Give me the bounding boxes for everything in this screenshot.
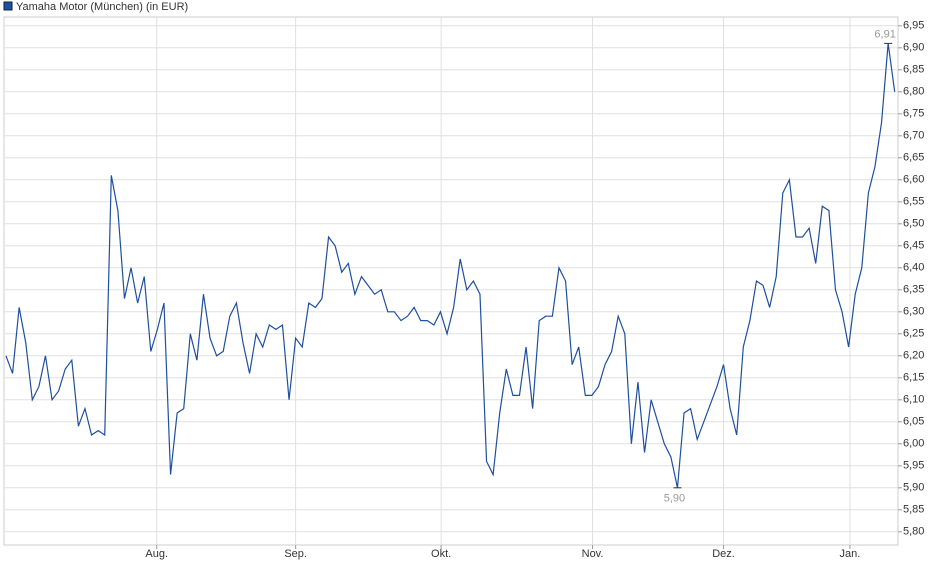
legend-label: Yamaha Motor (München) (in EUR) [16, 1, 188, 13]
legend-swatch [3, 1, 13, 11]
x-tick-label: Jan. [840, 548, 861, 560]
y-tick-label: 6,95 [903, 20, 924, 32]
y-tick-label: 5,80 [903, 526, 924, 538]
y-tick-label: 6,45 [903, 240, 924, 252]
x-tick-label: Okt. [431, 548, 451, 560]
y-tick-label: 6,65 [903, 152, 924, 164]
x-tick-label: Aug. [145, 548, 168, 560]
y-tick-label: 6,85 [903, 64, 924, 76]
data-label: 5,90 [664, 493, 685, 505]
y-tick-label: 6,80 [903, 86, 924, 98]
y-tick-label: 6,20 [903, 350, 924, 362]
data-label: 6,91 [874, 28, 895, 40]
y-tick-label: 6,70 [903, 130, 924, 142]
y-tick-label: 6,75 [903, 108, 924, 120]
x-tick-label: Nov. [582, 548, 604, 560]
x-tick-label: Dez. [712, 548, 735, 560]
y-tick-label: 6,50 [903, 218, 924, 230]
y-tick-label: 6,35 [903, 284, 924, 296]
plot-area [3, 16, 899, 546]
x-tick-label: Sep. [284, 548, 307, 560]
y-tick-label: 6,30 [903, 306, 924, 318]
y-tick-label: 6,90 [903, 42, 924, 54]
line [5, 43, 896, 488]
y-tick-label: 6,05 [903, 416, 924, 428]
y-tick-label: 6,10 [903, 394, 924, 406]
y-tick-label: 5,95 [903, 460, 924, 472]
y-tick-label: 6,40 [903, 262, 924, 274]
y-tick-label: 6,25 [903, 328, 924, 340]
y-tick-label: 5,85 [903, 504, 924, 516]
y-tick-label: 5,90 [903, 482, 924, 494]
y-tick-label: 6,55 [903, 196, 924, 208]
y-tick-label: 6,60 [903, 174, 924, 186]
y-tick-label: 6,00 [903, 438, 924, 450]
y-tick-label: 6,15 [903, 372, 924, 384]
